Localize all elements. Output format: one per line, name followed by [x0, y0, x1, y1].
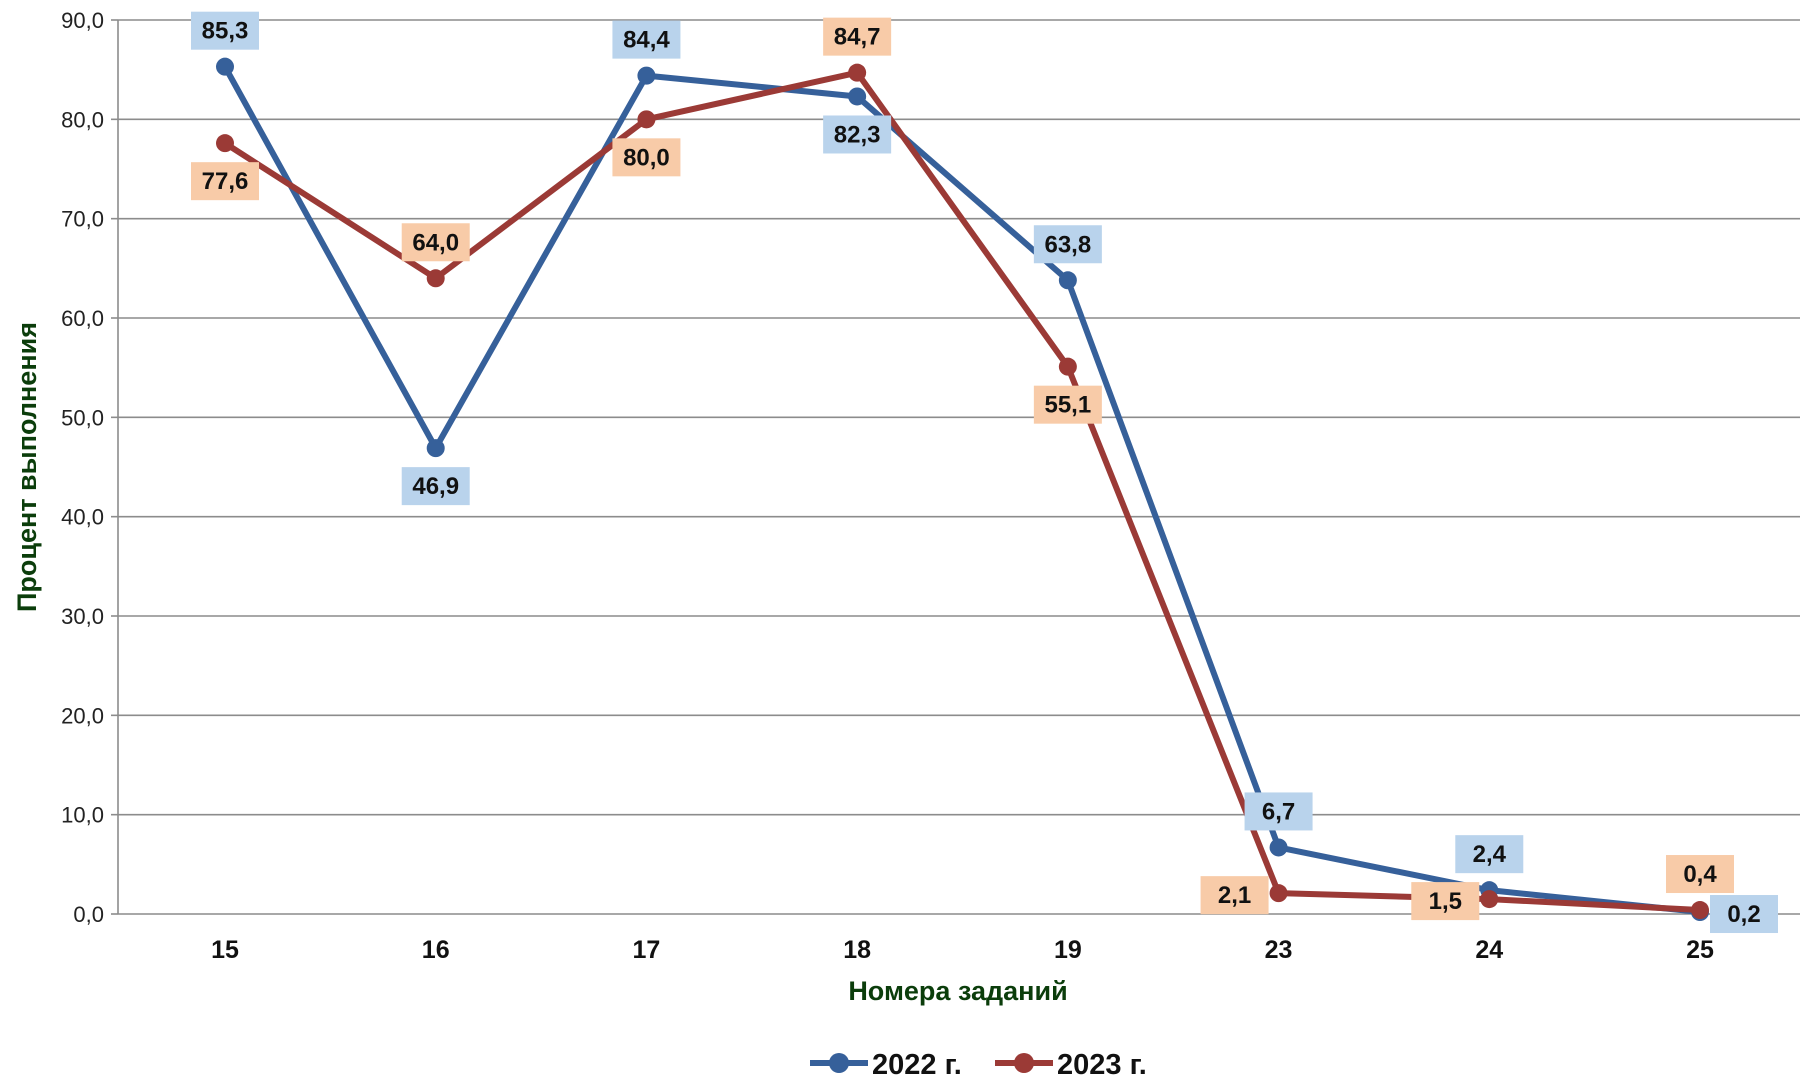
data-label-text: 84,4 [623, 27, 670, 54]
data-label-bg [823, 17, 892, 56]
data-label-text: 64,0 [412, 229, 459, 256]
data-point [637, 66, 656, 85]
data-label-bg [1033, 225, 1102, 264]
data-label-text: 82,3 [834, 121, 881, 148]
data-label: 85,3 [191, 11, 259, 50]
data-point [216, 134, 234, 153]
data-label: 84,4 [612, 20, 681, 59]
data-label-text: 2,1 [1218, 882, 1251, 909]
legend-label: 2022 г. [872, 1049, 962, 1080]
data-label: 1,5 [1411, 882, 1480, 921]
data-label-text: 0,2 [1727, 901, 1760, 928]
data-label-bg [612, 138, 681, 177]
data-label-bg [1244, 792, 1313, 831]
data-label-bg [1200, 876, 1269, 915]
y-tick-label: 70,0 [61, 207, 104, 232]
x-tick-label: 25 [1686, 936, 1714, 964]
data-label: 63,8 [1033, 225, 1102, 264]
data-point [1058, 357, 1077, 376]
y-axis-title: Процент выполнения [12, 322, 42, 612]
data-point [426, 269, 445, 288]
data-label-bg [823, 115, 892, 154]
y-tick-label: 50,0 [61, 405, 104, 430]
data-label: 64,0 [401, 223, 470, 262]
y-tick-label: 20,0 [61, 703, 104, 728]
data-label-bg [1411, 882, 1480, 921]
data-label-bg [401, 467, 470, 506]
y-tick-label: 90,0 [61, 8, 104, 33]
x-tick-label: 19 [1054, 936, 1082, 964]
data-label-bg [191, 11, 259, 50]
legend-item: 2023 г. [995, 1049, 1147, 1080]
data-label: 0,2 [1710, 895, 1778, 934]
x-tick-label: 17 [633, 936, 661, 964]
data-label-text: 77,6 [202, 168, 249, 195]
x-tick-label: 15 [211, 936, 239, 964]
legend-item: 2022 г. [810, 1049, 962, 1080]
legend-label: 2023 г. [1057, 1049, 1147, 1080]
data-label: 46,9 [401, 467, 470, 506]
y-tick-label: 60,0 [61, 306, 104, 331]
data-label-text: 0,4 [1683, 861, 1717, 888]
data-label-bg [1710, 895, 1778, 934]
data-label-text: 1,5 [1429, 888, 1462, 915]
data-point [426, 439, 445, 458]
data-label-layer: 85,3 46,9 84,4 82,3 63,8 6,7 2,4 0,2 77,6 64,0 80,… [191, 11, 1778, 934]
data-label-bg [401, 223, 470, 262]
y-tick-label: 30,0 [61, 604, 104, 629]
y-tick-label: 0,0 [73, 902, 104, 927]
legend: 2022 г. 2023 г. [810, 1049, 1147, 1080]
x-tick-label: 24 [1475, 936, 1503, 964]
x-tick-label: 16 [422, 936, 450, 964]
data-point [848, 87, 867, 106]
data-label: 77,6 [191, 162, 259, 201]
data-label: 82,3 [823, 115, 892, 154]
data-point [1269, 884, 1288, 903]
data-label-text: 2,4 [1473, 841, 1507, 868]
x-axis-ticks: 15 16 17 18 19 23 24 25 [211, 936, 1714, 964]
y-tick-label: 80,0 [61, 107, 104, 132]
data-label: 84,7 [823, 17, 892, 56]
x-axis-title: Номера заданий [848, 976, 1067, 1006]
data-label-text: 63,8 [1044, 231, 1091, 258]
data-label: 0,4 [1666, 855, 1734, 894]
legend-marker [829, 1053, 849, 1073]
data-point [1269, 838, 1288, 857]
data-label-text: 80,0 [623, 144, 670, 171]
data-point [1480, 890, 1499, 909]
data-label-bg [612, 20, 681, 59]
data-label-text: 46,9 [412, 473, 459, 500]
y-tick-label: 10,0 [61, 803, 104, 828]
data-point [1058, 271, 1077, 290]
data-point [216, 57, 234, 76]
data-label-text: 6,7 [1262, 798, 1295, 825]
x-tick-label: 18 [843, 936, 871, 964]
data-label-text: 55,1 [1044, 392, 1091, 419]
data-point [637, 110, 656, 129]
data-point [1691, 901, 1709, 920]
data-label: 80,0 [612, 138, 681, 177]
legend-marker [1014, 1053, 1034, 1073]
y-tick-label: 40,0 [61, 505, 104, 530]
data-label-bg [1455, 835, 1524, 874]
data-label-bg [1666, 855, 1734, 894]
data-label-bg [191, 162, 259, 201]
data-label: 2,1 [1200, 876, 1269, 915]
data-label: 2,4 [1455, 835, 1524, 874]
data-point [848, 63, 867, 82]
grid-layer [111, 19, 1800, 915]
data-label: 55,1 [1033, 385, 1102, 424]
data-label-bg [1033, 385, 1102, 424]
data-label-text: 84,7 [834, 24, 881, 51]
x-tick-label: 23 [1265, 936, 1293, 964]
data-label: 6,7 [1244, 792, 1313, 831]
y-axis-ticks: 0,0 10,0 20,0 30,0 40,0 50,0 60,0 70,0 80,0 90,0 [61, 8, 104, 927]
data-label-text: 85,3 [202, 18, 249, 45]
